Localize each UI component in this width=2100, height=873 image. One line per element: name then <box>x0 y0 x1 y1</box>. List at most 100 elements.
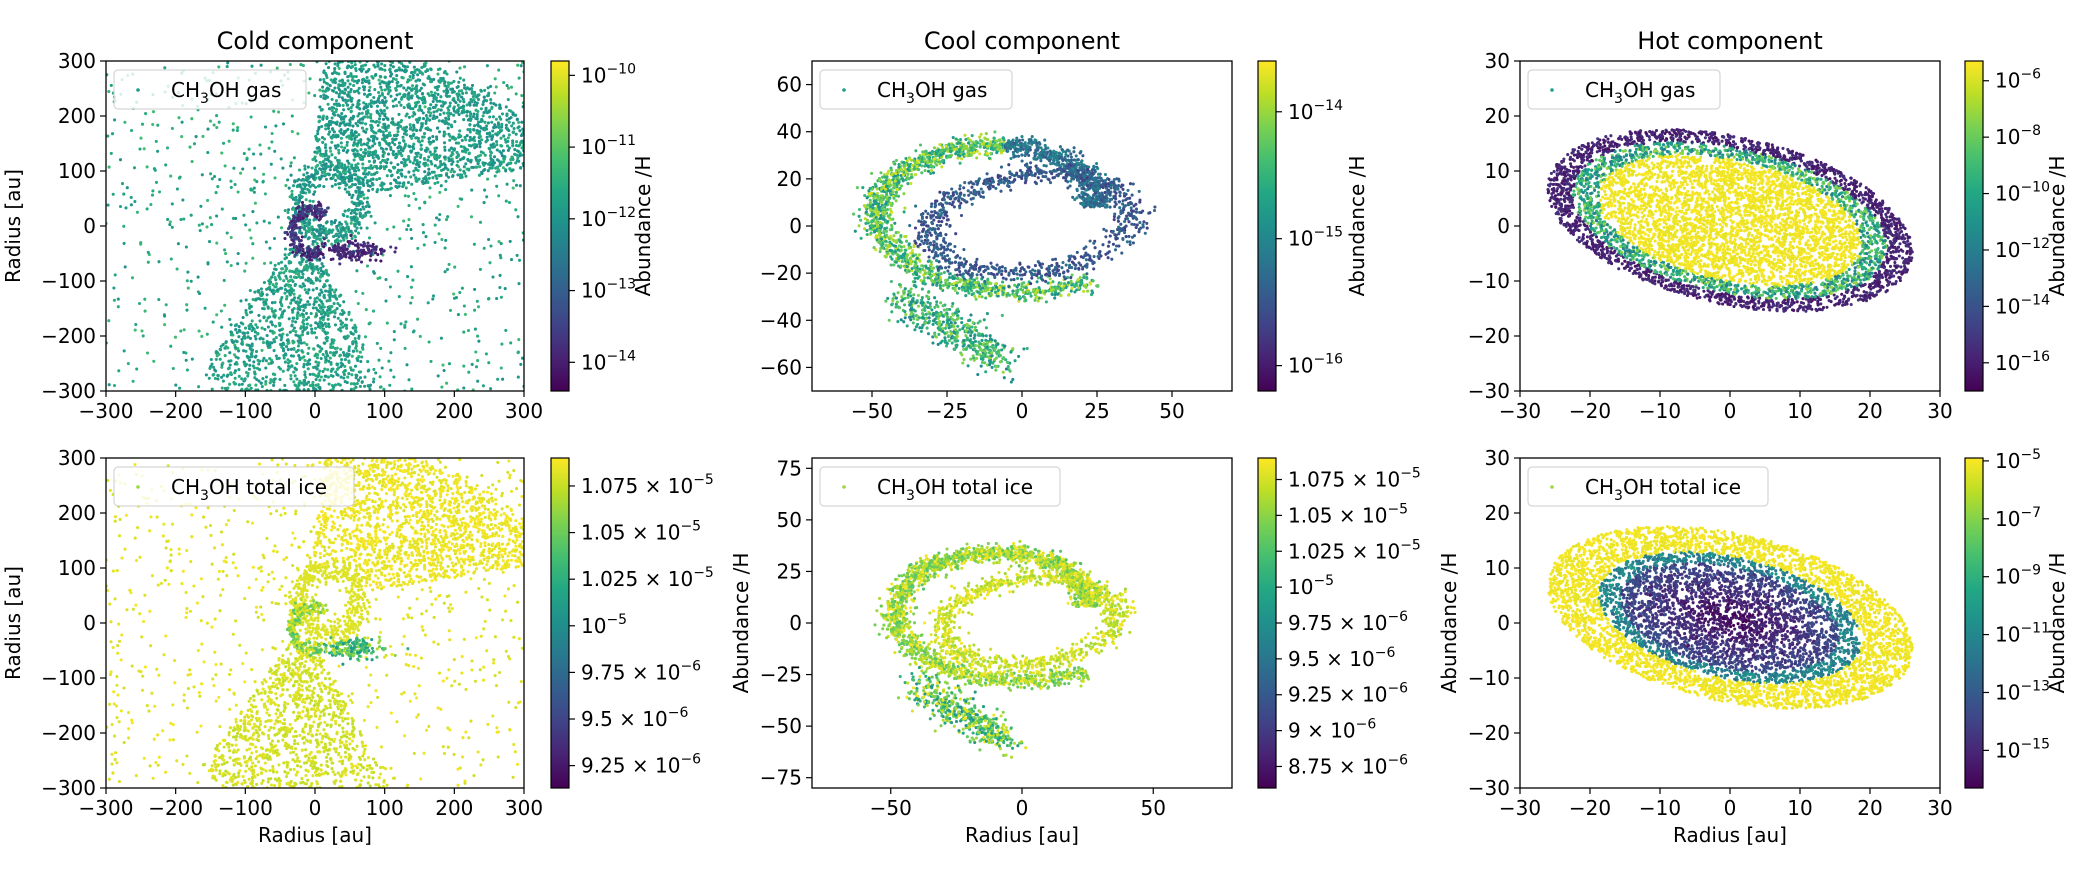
scatter-point <box>421 111 425 115</box>
scatter-point <box>400 75 404 79</box>
scatter-point <box>428 195 432 199</box>
scatter-point <box>504 105 508 109</box>
scatter-point <box>318 298 322 302</box>
scatter-point <box>175 267 179 271</box>
scatter-point <box>412 123 416 127</box>
scatter-point <box>317 237 322 241</box>
scatter-point <box>357 336 361 340</box>
scatter-point <box>323 367 327 371</box>
scatter-point <box>327 132 331 136</box>
scatter-point <box>493 174 497 178</box>
scatter-point <box>402 139 406 143</box>
scatter-point <box>383 113 387 118</box>
scatter-point <box>332 385 336 389</box>
scatter-point <box>507 200 511 205</box>
scatter-point <box>280 327 285 331</box>
scatter-point <box>163 323 167 327</box>
scatter-point <box>305 268 309 272</box>
scatter-point <box>510 124 514 128</box>
scatter-point <box>343 254 347 258</box>
scatter-point <box>477 93 481 97</box>
scatter-point <box>314 336 319 340</box>
scatter-point <box>437 155 441 159</box>
scatter-point <box>385 135 389 139</box>
scatter-point <box>389 63 393 67</box>
scatter-point <box>228 363 232 367</box>
scatter-point <box>264 375 269 379</box>
scatter-point <box>331 257 335 261</box>
scatter-point <box>281 267 285 271</box>
scatter-point <box>165 146 170 150</box>
scatter-point <box>382 387 386 391</box>
scatter-point <box>416 317 420 321</box>
scatter-point <box>351 149 356 153</box>
scatter-point <box>1051 280 1055 284</box>
scatter-point <box>297 388 301 391</box>
scatter-point <box>468 128 472 132</box>
scatter-point <box>400 160 404 165</box>
scatter-point <box>284 283 289 287</box>
scatter-point <box>220 207 224 211</box>
scatter-point <box>887 243 891 247</box>
scatter-point <box>481 100 486 104</box>
scatter-point <box>410 96 414 100</box>
scatter-point <box>249 347 253 352</box>
scatter-point <box>144 112 148 116</box>
scatter-point <box>924 264 928 268</box>
scatter-point <box>211 373 215 377</box>
scatter-point <box>474 365 479 369</box>
scatter-point <box>330 304 334 309</box>
scatter-point <box>402 219 406 223</box>
scatter-point <box>366 360 370 364</box>
scatter-point <box>189 213 193 217</box>
scatter-point <box>495 166 500 170</box>
scatter-point <box>192 142 197 146</box>
scatter-point <box>306 174 310 179</box>
scatter-point <box>357 168 361 172</box>
scatter-point <box>359 207 363 212</box>
scatter-point <box>322 231 326 235</box>
scatter-point <box>358 202 362 206</box>
scatter-point <box>373 172 377 176</box>
scatter-point <box>303 213 307 217</box>
scatter-point <box>354 74 358 79</box>
scatter-point <box>229 235 233 240</box>
scatter-point <box>499 366 503 370</box>
scatter-point <box>253 330 257 334</box>
scatter-point <box>403 142 408 146</box>
scatter-point <box>328 307 332 311</box>
x-tick-label: 200 <box>435 399 473 423</box>
scatter-point <box>306 388 310 391</box>
scatter-point <box>353 177 357 181</box>
scatter-point <box>230 330 234 335</box>
scatter-point <box>984 289 988 293</box>
scatter-point <box>349 382 353 386</box>
scatter-point <box>249 115 253 119</box>
scatter-point <box>132 166 137 170</box>
scatter-point <box>318 279 322 283</box>
scatter-point <box>223 164 227 168</box>
scatter-point <box>289 164 293 168</box>
scatter-point <box>420 139 424 143</box>
scatter-point <box>323 209 327 213</box>
scatter-point <box>482 163 486 167</box>
scatter-point <box>390 79 394 84</box>
scatter-point <box>267 146 271 150</box>
scatter-point <box>475 128 479 133</box>
scatter-point <box>343 187 347 191</box>
scatter-point <box>301 257 305 261</box>
scatter-point <box>304 198 308 202</box>
scatter-point <box>232 353 237 357</box>
scatter-point <box>489 98 493 102</box>
scatter-point <box>290 324 294 328</box>
scatter-point <box>978 135 982 139</box>
scatter-point <box>443 145 447 149</box>
scatter-point <box>297 272 301 276</box>
scatter-point <box>355 249 359 253</box>
scatter-point <box>140 329 144 333</box>
scatter-point <box>378 385 382 389</box>
scatter-point <box>353 239 358 243</box>
scatter-point <box>371 130 375 134</box>
scatter-point <box>253 166 257 170</box>
scatter-point <box>395 104 399 108</box>
